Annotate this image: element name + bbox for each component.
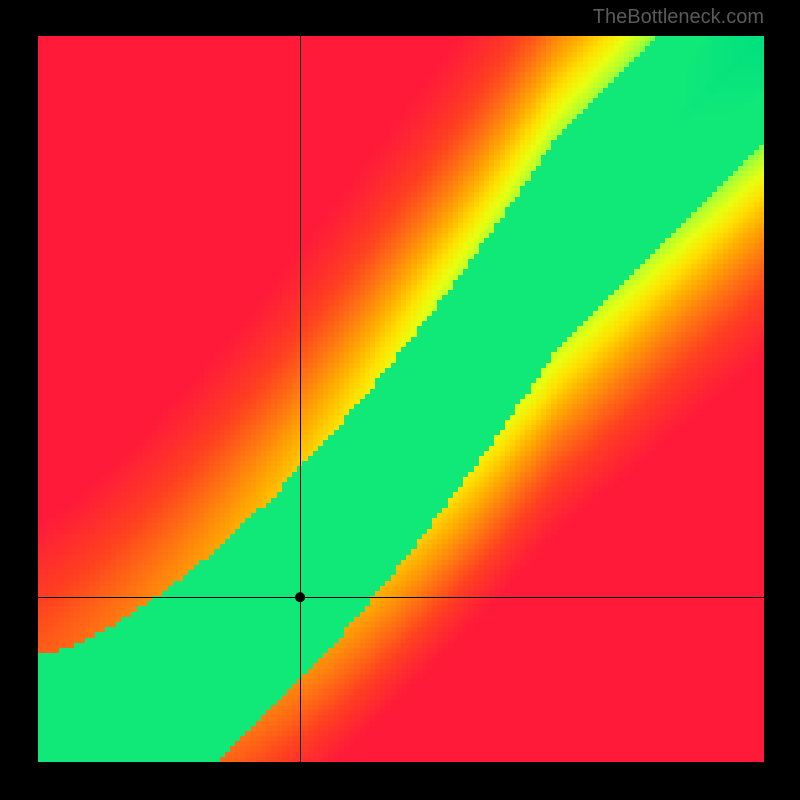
chart-container: TheBottleneck.com [0,0,800,800]
heatmap-canvas [0,0,800,800]
watermark-text: TheBottleneck.com [593,6,764,29]
